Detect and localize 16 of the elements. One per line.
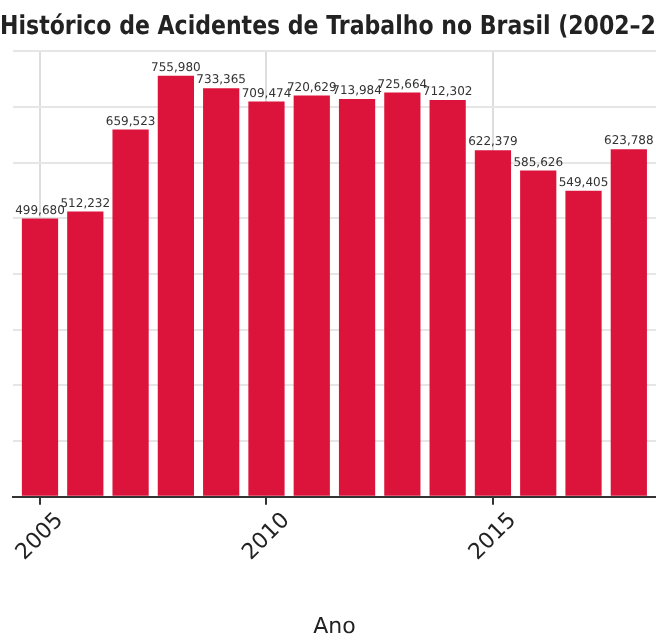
bar (520, 170, 557, 496)
chart-title: Histórico de Acidentes de Trabalho no Brasil (2002–2 (0, 10, 656, 41)
bar (67, 211, 104, 496)
bar (157, 75, 194, 496)
bar (21, 218, 59, 496)
x-axis-title: Ano (313, 612, 357, 639)
bar (248, 101, 285, 496)
bar (338, 99, 376, 496)
bar (429, 100, 466, 496)
bar (474, 150, 512, 496)
bar (384, 92, 421, 496)
bar (565, 190, 602, 496)
bar (203, 88, 240, 496)
bar (610, 149, 647, 496)
bar (112, 129, 149, 496)
bar (293, 95, 330, 496)
